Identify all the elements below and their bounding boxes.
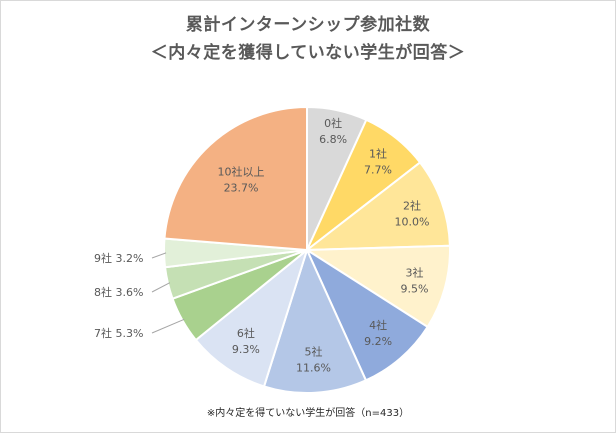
- slice-name-label: 4社: [369, 318, 387, 332]
- slice-value-label: 7.7%: [364, 163, 392, 176]
- chart-title: 累計インターンシップ参加社数: [185, 15, 431, 35]
- slice-name-label: 10社以上: [218, 165, 265, 179]
- leader-line: [151, 318, 185, 334]
- leader-line: [151, 252, 167, 259]
- slice-label: 8社 3.6%: [94, 285, 143, 299]
- slice-value-label: 9.2%: [364, 335, 392, 348]
- slice-name-label: 0社: [324, 116, 342, 130]
- pie-slice: [163, 105, 308, 252]
- slice-value-label: 10.0%: [395, 215, 430, 228]
- slice-name-label: 6社: [237, 326, 255, 340]
- pie-slice: [303, 161, 451, 252]
- chart-note: ※内々定を得ていない学生が回答（n=433）: [206, 408, 410, 419]
- slice-name-label: 1社: [369, 146, 387, 160]
- slice-value-label: 9.5%: [401, 283, 429, 296]
- pie-slice: [304, 247, 429, 382]
- slice-value-label: 23.7%: [224, 182, 259, 195]
- slice-value-label: 6.8%: [319, 133, 347, 146]
- slice-label: 9社 3.2%: [94, 251, 143, 265]
- slice-label: 7社 5.3%: [94, 326, 143, 340]
- slice-value-label: 11.6%: [296, 361, 331, 374]
- slice-name-label: 2社: [403, 198, 421, 212]
- chart-subtitle: ＜内々定を獲得していない学生が回答＞: [150, 43, 466, 63]
- slice-value-label: 9.3%: [232, 343, 260, 356]
- pie-slice: [262, 247, 368, 394]
- slice-name-label: 5社: [304, 344, 322, 358]
- slice-name-label: 3社: [406, 266, 424, 280]
- pie-slice: [303, 244, 451, 329]
- leader-line: [151, 282, 171, 293]
- pie-slice: [194, 247, 309, 388]
